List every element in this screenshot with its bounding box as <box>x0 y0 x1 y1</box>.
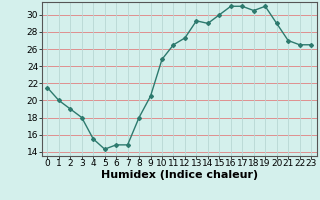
X-axis label: Humidex (Indice chaleur): Humidex (Indice chaleur) <box>100 170 258 180</box>
